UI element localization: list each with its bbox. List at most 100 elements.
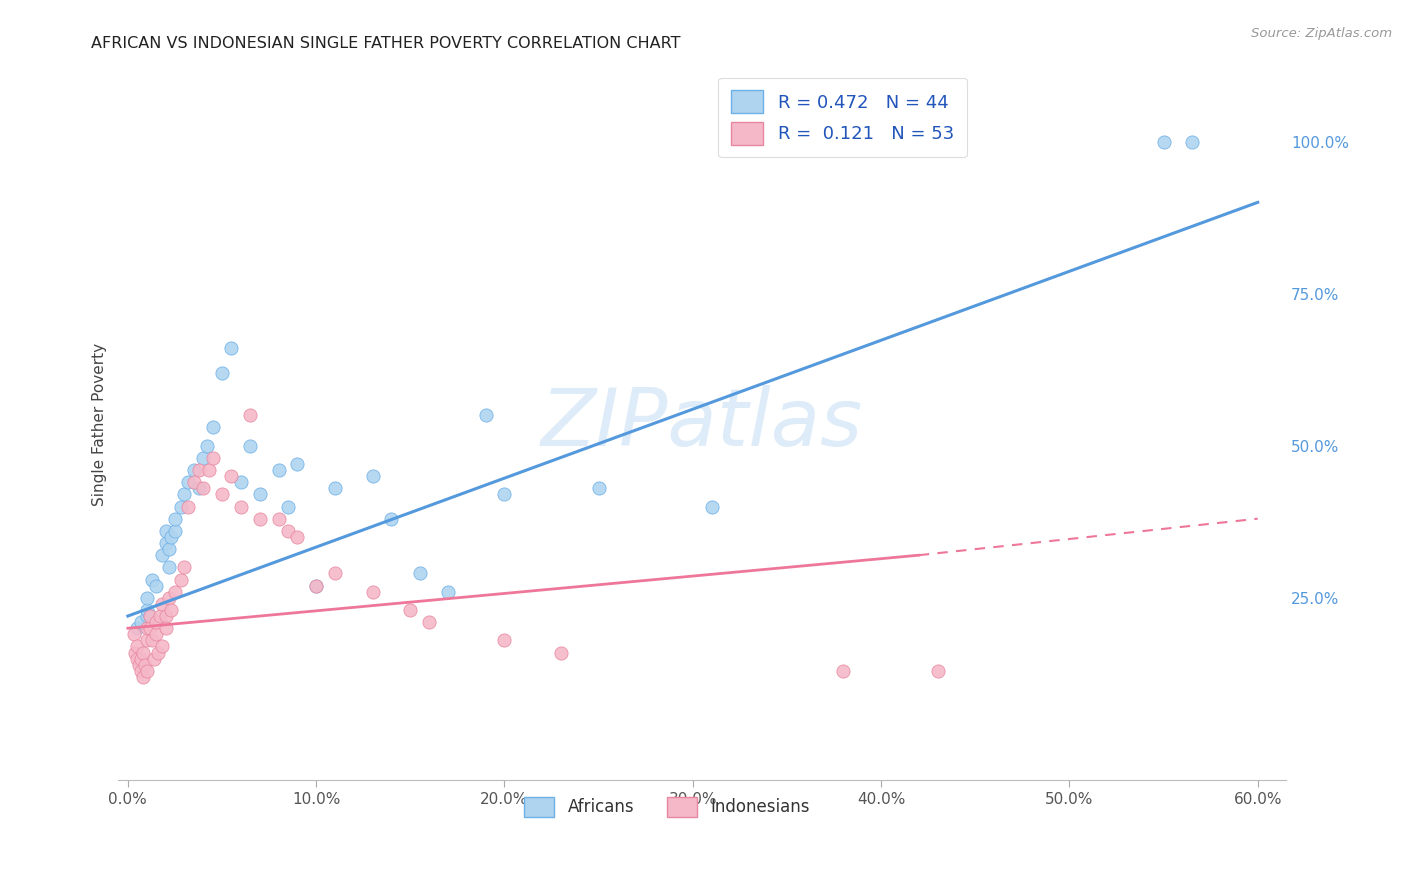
Point <box>1153 135 1175 149</box>
Point <box>267 463 290 477</box>
Point <box>134 657 156 672</box>
Point <box>150 548 173 562</box>
Point <box>145 579 167 593</box>
Point <box>474 409 496 423</box>
Point <box>135 664 157 678</box>
Point <box>155 621 177 635</box>
Point <box>323 481 346 495</box>
Point <box>399 603 422 617</box>
Point <box>129 651 152 665</box>
Point <box>122 627 145 641</box>
Point <box>145 627 167 641</box>
Point <box>380 512 402 526</box>
Point <box>183 475 205 490</box>
Point <box>169 500 191 514</box>
Point <box>305 579 328 593</box>
Point <box>145 615 167 629</box>
Point <box>157 591 180 605</box>
Point <box>135 633 157 648</box>
Point <box>135 621 157 635</box>
Point <box>173 487 195 501</box>
Point <box>211 487 233 501</box>
Point <box>163 524 186 538</box>
Point <box>193 481 215 495</box>
Point <box>160 603 183 617</box>
Point <box>418 615 440 629</box>
Point <box>177 475 200 490</box>
Point <box>150 597 173 611</box>
Point <box>198 463 221 477</box>
Point <box>700 500 723 514</box>
Point <box>221 342 243 356</box>
Point <box>305 579 328 593</box>
Point <box>127 621 149 635</box>
Point <box>221 469 243 483</box>
Point <box>169 573 191 587</box>
Point <box>163 512 186 526</box>
Point <box>157 560 180 574</box>
Point <box>239 409 262 423</box>
Y-axis label: Single Father Poverty: Single Father Poverty <box>93 343 107 506</box>
Point <box>195 439 218 453</box>
Point <box>141 573 163 587</box>
Point <box>323 566 346 581</box>
Point <box>155 536 177 550</box>
Point <box>157 542 180 557</box>
Point <box>437 584 460 599</box>
Point <box>129 664 152 678</box>
Point <box>177 500 200 514</box>
Point <box>249 512 271 526</box>
Point <box>285 530 308 544</box>
Point <box>139 609 162 624</box>
Point <box>139 609 162 624</box>
Point <box>173 560 195 574</box>
Point <box>550 646 572 660</box>
Point <box>135 603 157 617</box>
Point <box>285 457 308 471</box>
Point <box>267 512 290 526</box>
Point <box>211 366 233 380</box>
Point <box>160 530 183 544</box>
Point <box>143 651 166 665</box>
Point <box>139 621 162 635</box>
Point <box>588 481 610 495</box>
Legend: Africans, Indonesians: Africans, Indonesians <box>516 789 818 825</box>
Point <box>150 640 173 654</box>
Point <box>229 500 252 514</box>
Point <box>155 524 177 538</box>
Point <box>127 651 149 665</box>
Point <box>239 439 262 453</box>
Point <box>135 591 157 605</box>
Point <box>201 420 224 434</box>
Point <box>132 646 155 660</box>
Point <box>124 646 146 660</box>
Point <box>141 633 163 648</box>
Point <box>277 500 299 514</box>
Point <box>135 609 157 624</box>
Text: AFRICAN VS INDONESIAN SINGLE FATHER POVERTY CORRELATION CHART: AFRICAN VS INDONESIAN SINGLE FATHER POVE… <box>91 36 681 51</box>
Point <box>155 609 177 624</box>
Point <box>149 609 172 624</box>
Point <box>494 487 516 501</box>
Point <box>494 633 516 648</box>
Text: ZIPatlas: ZIPatlas <box>541 385 863 464</box>
Point <box>128 657 150 672</box>
Point <box>163 584 186 599</box>
Point <box>188 463 211 477</box>
Point <box>229 475 252 490</box>
Point <box>146 646 169 660</box>
Point <box>127 640 149 654</box>
Point <box>361 469 384 483</box>
Point <box>361 584 384 599</box>
Point <box>132 670 155 684</box>
Point <box>832 664 855 678</box>
Point <box>188 481 211 495</box>
Point <box>249 487 271 501</box>
Point <box>193 450 215 465</box>
Point <box>129 615 152 629</box>
Text: Source: ZipAtlas.com: Source: ZipAtlas.com <box>1251 27 1392 40</box>
Point <box>277 524 299 538</box>
Point <box>183 463 205 477</box>
Point <box>409 566 432 581</box>
Point <box>927 664 949 678</box>
